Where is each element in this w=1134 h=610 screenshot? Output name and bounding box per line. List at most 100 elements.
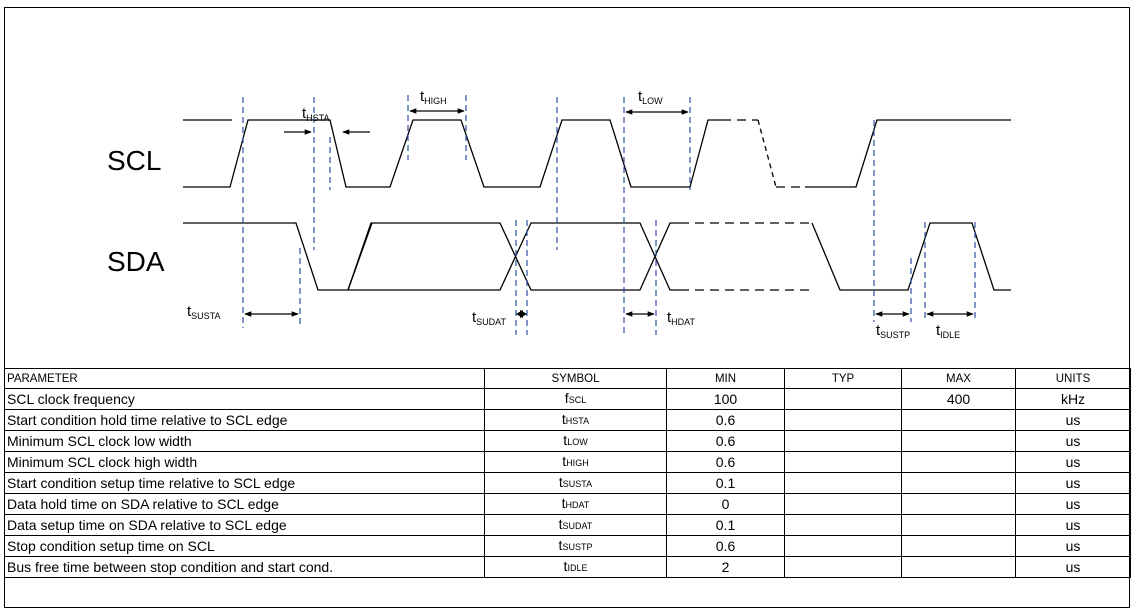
cell-max bbox=[901, 409, 1016, 431]
table-row: Stop condition setup time on SCL tSUSTP 0.… bbox=[4, 535, 1131, 557]
cell-max bbox=[901, 493, 1016, 515]
figure-frame bbox=[4, 7, 1130, 608]
sda-signal-label: SDA bbox=[107, 246, 165, 277]
cell-typ bbox=[784, 472, 902, 494]
symbol-main: t bbox=[561, 495, 566, 511]
label-hdat: tHDAT bbox=[667, 309, 696, 327]
header-symbol: SYMBOL bbox=[484, 368, 667, 389]
cell-max bbox=[901, 472, 1016, 494]
cell-min: 0 bbox=[666, 493, 785, 515]
sudat-arrow-marks bbox=[516, 310, 527, 318]
header-parameter: PARAMETER bbox=[4, 368, 485, 389]
label-idle: tIDLE bbox=[936, 322, 960, 340]
cell-min: 0.6 bbox=[666, 409, 785, 431]
cell-symbol: tHDAT bbox=[484, 493, 667, 515]
symbol-subscript: SUSTA bbox=[562, 479, 593, 489]
symbol-main: t bbox=[558, 516, 563, 532]
cell-typ bbox=[784, 451, 902, 473]
cell-typ bbox=[784, 514, 902, 536]
cell-parameter: Stop condition setup time on SCL bbox=[4, 535, 485, 557]
label-low: tLOW bbox=[638, 88, 663, 106]
cell-max bbox=[901, 535, 1016, 557]
cell-parameter: Minimum SCL clock high width bbox=[4, 451, 485, 473]
timing-parameters-table: PARAMETER SYMBOL MIN TYP MAX UNITS SCL c… bbox=[4, 368, 1131, 578]
cell-min: 0.6 bbox=[666, 451, 785, 473]
table-row: Data setup time on SDA relative to SCL e… bbox=[4, 514, 1131, 536]
symbol-main: t bbox=[561, 411, 566, 427]
cell-max bbox=[901, 451, 1016, 473]
label-high: tHIGH bbox=[420, 88, 447, 106]
header-max: MAX bbox=[901, 368, 1016, 389]
symbol-subscript: HIGH bbox=[566, 458, 589, 468]
cell-max bbox=[901, 430, 1016, 452]
symbol-main: t bbox=[563, 558, 568, 574]
cell-symbol: tLOW bbox=[484, 430, 667, 452]
header-min: MIN bbox=[666, 368, 785, 389]
cell-units: us bbox=[1015, 556, 1131, 578]
table-row: Start condition hold time relative to SC… bbox=[4, 409, 1131, 431]
label-sudat: tSUDAT bbox=[472, 309, 507, 327]
cell-max: 400 bbox=[901, 388, 1016, 410]
cell-symbol: tHIGH bbox=[484, 451, 667, 473]
cell-symbol: tSUDAT bbox=[484, 514, 667, 536]
header-typ: TYP bbox=[784, 368, 902, 389]
symbol-subscript: IDLE bbox=[567, 563, 588, 573]
table-row: Bus free time between stop condition and… bbox=[4, 556, 1131, 578]
cell-typ bbox=[784, 493, 902, 515]
cell-units: us bbox=[1015, 430, 1131, 452]
cell-parameter: Minimum SCL clock low width bbox=[4, 430, 485, 452]
cell-typ bbox=[784, 430, 902, 452]
table-header-row: PARAMETER SYMBOL MIN TYP MAX UNITS bbox=[4, 368, 1131, 389]
cell-parameter: Start condition setup time relative to S… bbox=[4, 472, 485, 494]
cell-symbol: fSCL bbox=[484, 388, 667, 410]
cell-typ bbox=[784, 388, 902, 410]
timing-guides bbox=[242, 95, 976, 335]
cell-parameter: Start condition hold time relative to SC… bbox=[4, 409, 485, 431]
label-hsta: tHSTA bbox=[302, 105, 330, 123]
cell-units: us bbox=[1015, 451, 1131, 473]
cell-symbol: tHSTA bbox=[484, 409, 667, 431]
cell-symbol: tSUSTA bbox=[484, 472, 667, 494]
table-row: Minimum SCL clock low width tLOW 0.6 us bbox=[4, 430, 1131, 452]
symbol-subscript: SCL bbox=[568, 395, 587, 405]
cell-parameter: Bus free time between stop condition and… bbox=[4, 556, 485, 578]
sda-waveform bbox=[183, 222, 1011, 291]
table-row: Start condition setup time relative to S… bbox=[4, 472, 1131, 494]
cell-units: us bbox=[1015, 493, 1131, 515]
symbol-main: t bbox=[562, 453, 567, 469]
cell-min: 0.1 bbox=[666, 472, 785, 494]
symbol-subscript: SUSTP bbox=[562, 542, 593, 552]
cell-units: us bbox=[1015, 514, 1131, 536]
symbol-main: f bbox=[564, 390, 569, 406]
cell-units: kHz bbox=[1015, 388, 1131, 410]
cell-min: 2 bbox=[666, 556, 785, 578]
timing-diagram: SCL SDA bbox=[107, 88, 1011, 340]
cell-symbol: tSUSTP bbox=[484, 535, 667, 557]
cell-max bbox=[901, 514, 1016, 536]
symbol-main: t bbox=[558, 537, 563, 553]
table-row: Data hold time on SDA relative to SCL ed… bbox=[4, 493, 1131, 515]
symbol-subscript: HDAT bbox=[565, 500, 590, 510]
scl-signal-label: SCL bbox=[107, 145, 161, 176]
cell-typ bbox=[784, 556, 902, 578]
cell-min: 100 bbox=[666, 388, 785, 410]
scl-waveform bbox=[183, 119, 1011, 188]
symbol-main: t bbox=[558, 474, 563, 490]
symbol-subscript: SUDAT bbox=[562, 521, 593, 531]
cell-min: 0.6 bbox=[666, 535, 785, 557]
timing-arrows bbox=[244, 108, 974, 317]
label-sustp: tSUSTP bbox=[876, 322, 910, 340]
table-row: SCL clock frequency fSCL 100 400 kHz bbox=[4, 388, 1131, 410]
cell-parameter: Data hold time on SDA relative to SCL ed… bbox=[4, 493, 485, 515]
label-susta: tSUSTA bbox=[187, 303, 221, 321]
cell-units: us bbox=[1015, 535, 1131, 557]
cell-units: us bbox=[1015, 472, 1131, 494]
cell-typ bbox=[784, 409, 902, 431]
cell-parameter: SCL clock frequency bbox=[4, 388, 485, 410]
cell-min: 0.1 bbox=[666, 514, 785, 536]
cell-symbol: tIDLE bbox=[484, 556, 667, 578]
cell-max bbox=[901, 556, 1016, 578]
symbol-subscript: LOW bbox=[567, 437, 588, 447]
cell-units: us bbox=[1015, 409, 1131, 431]
table-row: Minimum SCL clock high width tHIGH 0.6 us bbox=[4, 451, 1131, 473]
